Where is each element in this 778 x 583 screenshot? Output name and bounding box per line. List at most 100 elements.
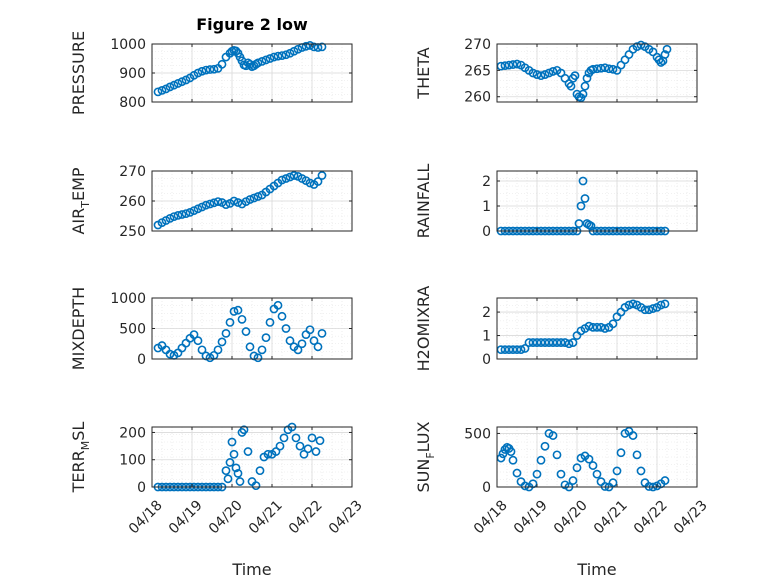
y-axis-label-subscript: T <box>79 201 92 209</box>
data-point <box>608 478 618 488</box>
data-point <box>548 67 558 76</box>
data-point <box>205 65 215 74</box>
data-point <box>508 60 518 69</box>
data-point <box>504 345 514 355</box>
axes-box <box>496 43 698 103</box>
data-point <box>556 469 566 479</box>
x-axis-label: Time <box>231 560 271 579</box>
data-point <box>508 455 518 465</box>
data-point <box>578 89 588 99</box>
data-point <box>273 51 283 61</box>
y-axis-label-main: THETA <box>414 47 433 99</box>
subplot-rainfall: 0 1 2 RAINFALL <box>414 164 698 240</box>
data-point <box>181 209 191 218</box>
data-point <box>512 345 522 355</box>
data-point <box>189 330 199 339</box>
data-point <box>297 339 307 349</box>
x-tick-label: 04/23 <box>326 497 366 537</box>
y-axis-label-main: MIXDEPTH <box>69 287 88 370</box>
x-tick-label: 04/21 <box>591 497 631 537</box>
data-point <box>257 345 267 355</box>
data-point <box>245 59 255 69</box>
y-tick-label: 2 <box>482 174 491 190</box>
y-axis-label-main: PRESSURE <box>69 31 88 115</box>
data-point <box>269 52 279 62</box>
data-point <box>253 58 263 68</box>
y-axis-label-subscript: F <box>424 452 437 458</box>
data-point <box>498 449 508 459</box>
data-point <box>197 66 207 76</box>
data-point <box>177 210 187 219</box>
data-point <box>217 59 227 69</box>
data-point <box>572 463 582 473</box>
data-point <box>279 433 289 443</box>
data-point <box>512 59 522 69</box>
data-point <box>293 44 303 54</box>
data-point <box>165 82 175 92</box>
y-tick-label: 1000 <box>110 291 146 307</box>
data-point <box>628 299 638 309</box>
data-point <box>600 324 610 333</box>
data-point <box>245 342 255 352</box>
data-point <box>291 433 301 443</box>
data-point <box>556 338 566 347</box>
data-point <box>295 441 305 451</box>
data-point <box>552 450 562 460</box>
y-tick-label: 100 <box>119 453 146 469</box>
data-point <box>261 333 271 343</box>
y-axis-label-main: RAINFALL <box>414 164 433 239</box>
data-point <box>584 454 594 464</box>
data-point <box>532 469 542 479</box>
data-point <box>576 201 586 211</box>
data-point <box>660 299 670 309</box>
y-tick-label: 800 <box>119 95 146 111</box>
data-point <box>317 171 327 180</box>
y-tick-label: 260 <box>464 90 491 106</box>
data-point <box>596 63 606 73</box>
data-point <box>153 87 163 97</box>
y-tick-label: 250 <box>119 224 146 240</box>
y-axis-label: AIRTEMP <box>69 167 92 234</box>
data-point <box>255 466 265 476</box>
figure-title: Figure 2 low <box>196 15 308 34</box>
y-tick-label: 0 <box>482 224 491 240</box>
data-point <box>217 337 227 347</box>
data-point <box>608 64 618 74</box>
data-point <box>305 41 315 50</box>
data-point <box>648 304 658 313</box>
series-pressure <box>153 41 327 97</box>
data-point <box>235 477 245 486</box>
data-point <box>580 194 590 203</box>
data-point <box>201 65 211 75</box>
data-point <box>317 328 327 338</box>
data-point <box>265 317 275 327</box>
x-axis-label: Time <box>576 560 616 579</box>
data-point <box>303 444 313 454</box>
y-axis-label: PRESSURE <box>69 31 88 115</box>
data-point <box>616 448 626 458</box>
data-point <box>506 447 516 457</box>
data-point <box>570 71 580 81</box>
data-point <box>205 199 215 209</box>
data-point <box>600 63 610 73</box>
data-point <box>520 344 530 353</box>
y-tick-label: 0 <box>137 352 146 368</box>
data-point <box>249 193 259 203</box>
data-point <box>173 79 183 88</box>
data-point <box>644 482 654 491</box>
data-point <box>636 466 646 476</box>
data-point <box>245 195 255 204</box>
y-axis-label-main: H2OMIXRA <box>414 286 433 372</box>
y-axis-label: H2OMIXRA <box>414 286 433 372</box>
y-tick-label: 270 <box>464 37 491 53</box>
data-point <box>213 197 223 206</box>
data-point <box>223 474 233 484</box>
data-point <box>592 64 602 74</box>
data-point <box>660 476 670 485</box>
data-point <box>281 50 291 60</box>
y-axis-label: TERRMSL <box>69 422 92 494</box>
y-tick-label: 260 <box>119 194 146 210</box>
y-axis-label-rest: EMP <box>69 167 88 201</box>
